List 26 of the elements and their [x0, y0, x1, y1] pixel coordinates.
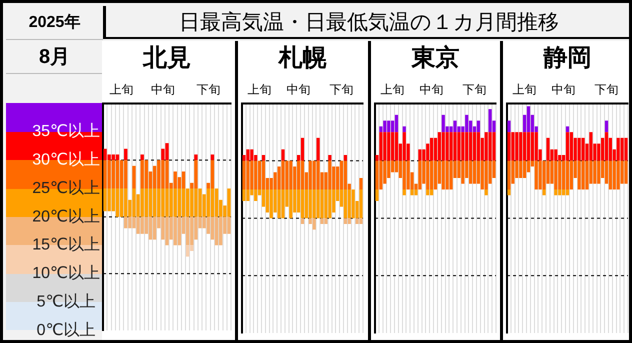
text: 日最高気温・日最低気温の１カ月間推移	[103, 6, 632, 39]
y-tick-label: 0℃以上	[36, 320, 96, 339]
y-tick-label: 5℃以上	[36, 292, 96, 310]
x-tick-label: 下旬	[462, 82, 486, 97]
x-tick-label: 上旬	[110, 82, 134, 97]
y-tick-label: 15℃以上	[32, 236, 100, 254]
chart-title: 札幌	[278, 44, 327, 72]
x-tick-label: 下旬	[330, 82, 354, 97]
y-tick-label: 35℃以上	[32, 122, 100, 140]
y-tick-label: 10℃以上	[32, 264, 100, 282]
x-tick-label: 上旬	[248, 82, 272, 97]
x-tick-label: 中旬	[419, 82, 444, 97]
x-tick-label: 下旬	[594, 82, 618, 97]
x-tick-label: 中旬	[551, 82, 576, 97]
y-tick-label: 30℃以上	[32, 150, 100, 169]
x-tick-label: 上旬	[512, 82, 536, 97]
x-tick-label: 下旬	[196, 82, 220, 97]
chart-title: 北見	[142, 44, 192, 72]
y-tick-label: 25℃以上	[32, 178, 100, 197]
chart-title: 東京	[410, 44, 459, 72]
x-tick-label: 中旬	[286, 82, 311, 97]
x-tick-label: 中旬	[150, 82, 175, 97]
chart-title: 静岡	[542, 44, 592, 72]
x-tick-label: 上旬	[380, 82, 404, 97]
text: 8月	[6, 40, 103, 74]
text: 2025年	[6, 6, 103, 40]
